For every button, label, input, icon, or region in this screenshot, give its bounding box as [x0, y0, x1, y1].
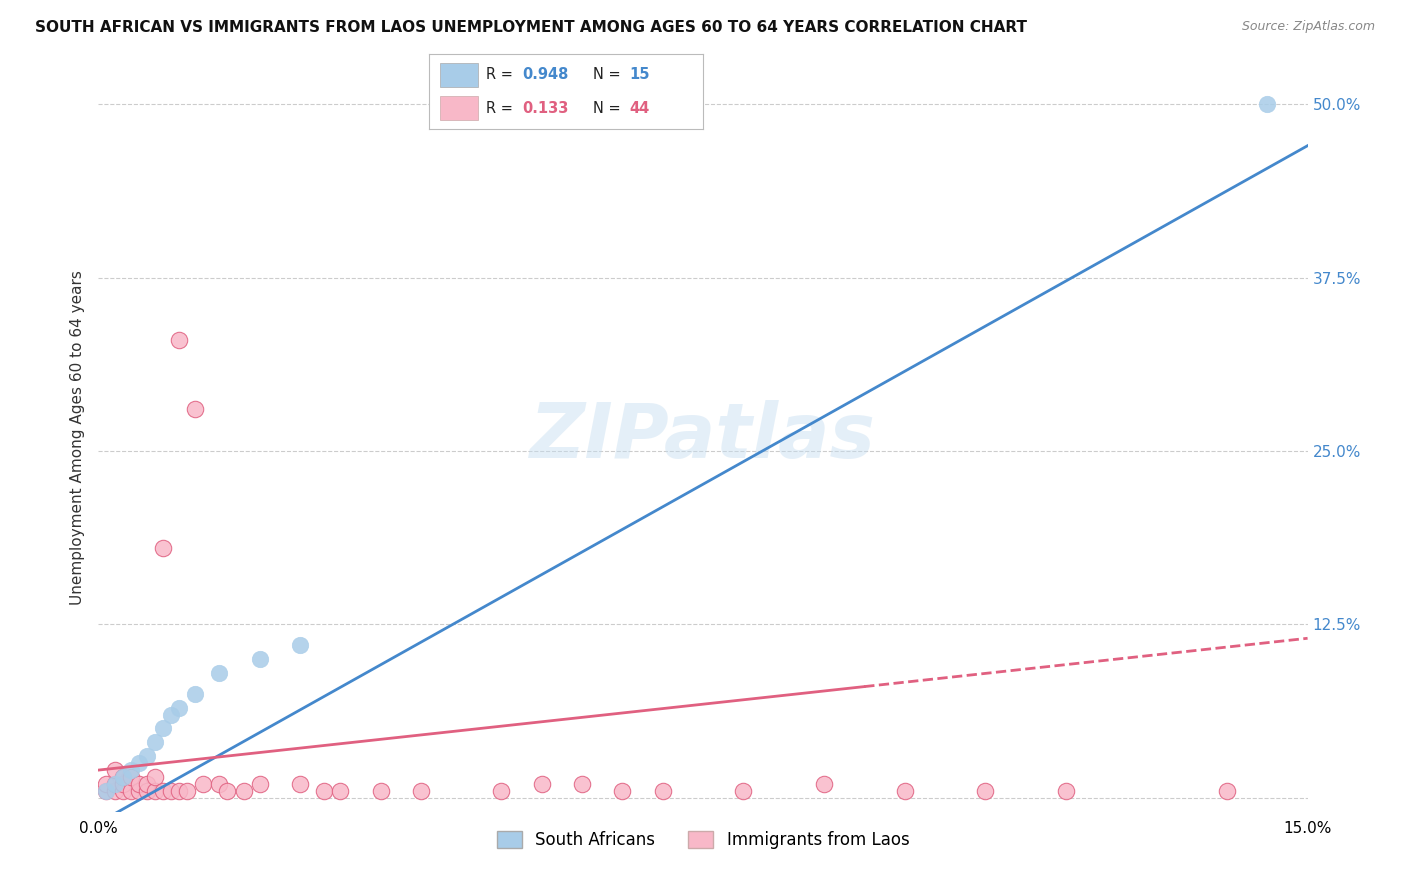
Text: SOUTH AFRICAN VS IMMIGRANTS FROM LAOS UNEMPLOYMENT AMONG AGES 60 TO 64 YEARS COR: SOUTH AFRICAN VS IMMIGRANTS FROM LAOS UN… [35, 20, 1028, 35]
Text: R =: R = [486, 67, 517, 82]
Point [813, 777, 835, 791]
Point [370, 784, 392, 798]
Point [128, 777, 150, 791]
Point [232, 784, 254, 798]
Point [103, 763, 125, 777]
Point [103, 784, 125, 798]
Point [176, 784, 198, 798]
Text: Source: ZipAtlas.com: Source: ZipAtlas.com [1241, 20, 1375, 33]
Point [193, 777, 215, 791]
Point [152, 541, 174, 555]
Point [184, 687, 207, 701]
Point [128, 784, 150, 798]
Y-axis label: Unemployment Among Ages 60 to 64 years: Unemployment Among Ages 60 to 64 years [69, 269, 84, 605]
Point [96, 784, 118, 798]
Point [160, 707, 183, 722]
Point [651, 784, 673, 798]
Point [111, 777, 134, 791]
Point [249, 777, 271, 791]
Point [217, 784, 239, 798]
Bar [440, 62, 478, 87]
Point [314, 784, 336, 798]
Point [143, 770, 166, 784]
Text: 0.948: 0.948 [522, 67, 568, 82]
Point [184, 402, 207, 417]
Point [893, 784, 915, 798]
Text: N =: N = [593, 67, 626, 82]
Point [974, 784, 997, 798]
Point [208, 665, 231, 680]
Point [135, 777, 157, 791]
Point [111, 770, 134, 784]
Point [152, 784, 174, 798]
Point [135, 784, 157, 798]
Point [612, 784, 634, 798]
Point [1054, 784, 1077, 798]
Text: R =: R = [486, 101, 517, 116]
Point [571, 777, 593, 791]
Point [143, 784, 166, 798]
Point [96, 784, 118, 798]
Bar [440, 96, 478, 120]
Text: 0.133: 0.133 [522, 101, 568, 116]
Point [103, 777, 125, 791]
Point [167, 700, 190, 714]
Point [111, 770, 134, 784]
Point [120, 763, 142, 777]
Point [288, 638, 311, 652]
Text: 44: 44 [628, 101, 650, 116]
Point [120, 784, 142, 798]
Point [1256, 97, 1278, 112]
Point [409, 784, 432, 798]
Point [208, 777, 231, 791]
Point [143, 735, 166, 749]
Point [120, 770, 142, 784]
Point [103, 777, 125, 791]
Point [111, 784, 134, 798]
Point [733, 784, 755, 798]
Point [1216, 784, 1239, 798]
Point [96, 777, 118, 791]
Legend: South Africans, Immigrants from Laos: South Africans, Immigrants from Laos [489, 824, 917, 855]
Text: ZIPatlas: ZIPatlas [530, 401, 876, 474]
Point [288, 777, 311, 791]
Point [491, 784, 513, 798]
Point [152, 722, 174, 736]
Point [249, 652, 271, 666]
Text: N =: N = [593, 101, 626, 116]
Point [167, 784, 190, 798]
Point [167, 333, 190, 347]
Point [128, 756, 150, 771]
Point [530, 777, 553, 791]
Text: 15: 15 [628, 67, 650, 82]
Point [135, 749, 157, 764]
Point [329, 784, 352, 798]
Point [160, 784, 183, 798]
